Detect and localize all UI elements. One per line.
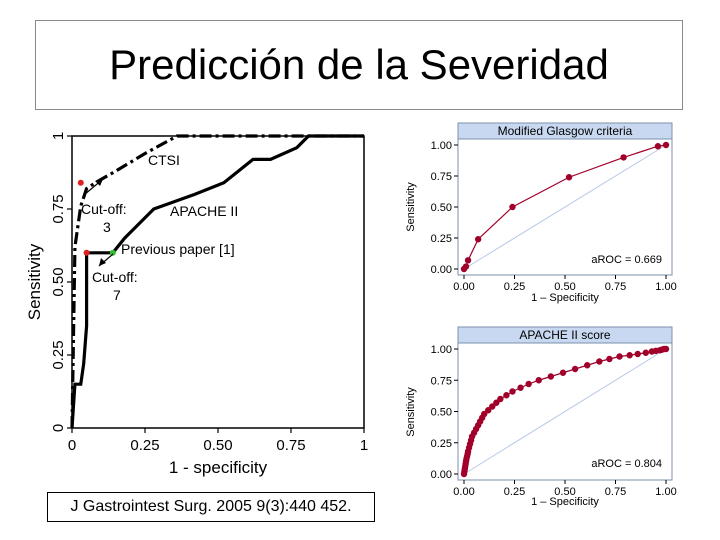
roc-point [654,143,662,150]
x-tick-label: 1 [360,437,368,454]
y-tick-label: 0.00 [431,469,452,481]
roc-point [525,380,532,388]
roc-point [517,384,524,391]
aroc-annotation: aROC = 0.669 [591,254,662,266]
roc-point [620,154,627,161]
y-axis-label: Sensitivity [25,243,44,320]
annotation-cutoff-7-label: Cut-off: [92,269,138,285]
y-tick-label: 0.75 [431,375,452,387]
roc-point [662,141,670,149]
roc-point [584,362,591,369]
x-tick-label: 1.00 [655,486,676,498]
x-tick-label: 0.25 [504,281,525,293]
y-tick-label: 1 [50,132,67,140]
y-tick-label: 0.50 [431,407,452,419]
y-axis-label: Sensitivity [405,182,417,232]
citation-text: J Gastrointest Surg. 2005 9(3):440 452. [70,498,352,515]
roc-point [462,263,470,270]
roc-chart-glasgow: Modified Glasgow criteria 0.00 0.25 0.50 0.… [405,122,677,304]
annotation-previous-paper: Previous paper [1] [121,241,235,257]
roc-point [481,410,488,418]
cutoff-point [77,179,84,186]
x-tick-label: 0.75 [605,281,626,293]
x-tick-label: 0.25 [130,437,159,454]
roc-point [559,369,567,376]
arrowhead-cutoff-3 [95,179,103,186]
roc-chart-apache-score: APACHE II score 0.00 0.25 0.50 0.75 1.00 0.00… [405,326,677,508]
y-tick-label: 0.25 [431,233,452,245]
x-tick-label: 0.75 [276,437,305,454]
x-tick-label: 0.25 [504,486,525,498]
x-axis-label: 1 – Specificity [531,496,599,508]
roc-point [474,236,482,243]
y-tick-label: 1.00 [431,140,452,152]
roc-point [565,174,573,181]
arrowhead-cutoff-7 [99,258,106,266]
roc-point [596,358,603,365]
x-tick-label: 0.50 [203,437,232,454]
slide-title-box: Predicción de la Severidad [35,20,683,110]
x-tick-label: 1.00 [655,281,676,293]
y-tick-label: 0.75 [431,171,452,183]
x-tick-label: 0.00 [453,486,474,498]
y-tick-label: 0.50 [50,267,67,296]
series-line-apache-ii [70,134,364,429]
y-tick-label: 0.50 [431,202,452,214]
annotation-cutoff-3-value: 3 [103,219,111,235]
slide-title: Predicción de la Severidad [109,41,609,88]
y-axis-label: Sensitivity [405,387,417,437]
roc-point [509,203,516,211]
y-tick-label: 0.25 [50,340,67,369]
x-axis-label: 1 – Specificity [531,292,599,304]
annotation-ctsi: CTSI [148,152,180,168]
cutoff-point [83,249,90,256]
x-tick-label: 0.50 [554,281,575,293]
cutoff-point [109,249,116,256]
roc-point [634,350,641,358]
y-tick-label: 1.00 [431,344,452,356]
reference-diagonal [463,144,667,270]
roc-point [464,257,472,264]
roc-point [489,403,496,410]
roc-point [606,355,613,363]
roc-point [642,349,649,356]
roc-point [662,345,670,353]
x-axis-label: 1 - specificity [169,458,268,477]
annotation-cutoff-7-value: 7 [113,287,121,303]
roc-point [547,373,555,380]
annotation-apache: APACHE II [170,203,238,219]
roc-point [535,377,542,384]
chart-title: Modified Glasgow criteria [498,124,633,138]
roc-point [493,399,500,406]
chart-title: APACHE II score [519,328,610,342]
roc-chart-ctsi-apache: 0 0.25 0.50 0.75 1 0 0.25 0.50 0.75 1 CTSI APACHE… [25,132,368,477]
y-tick-label: 0.75 [50,194,67,223]
aroc-annotation: aROC = 0.804 [591,458,662,470]
citation-box: J Gastrointest Surg. 2005 9(3):440 452. [47,492,375,522]
x-tick-label: 0 [68,437,76,454]
x-tick-label: 0.00 [453,281,474,293]
roc-point [497,395,504,403]
roc-point [485,407,492,414]
roc-point [503,392,510,399]
y-tick-label: 0.00 [431,264,452,276]
series-line-ctsi [70,134,364,429]
roc-point [626,352,633,359]
y-tick-label: 0.25 [431,438,452,450]
annotation-cutoff-3-label: Cut-off: [81,201,127,217]
x-tick-label: 0.50 [554,486,575,498]
y-tick-label: 0 [50,424,67,432]
roc-point [571,365,579,373]
reference-diagonal [463,348,667,475]
x-tick-label: 0.75 [605,486,626,498]
roc-point [509,388,516,395]
roc-point [616,353,623,360]
